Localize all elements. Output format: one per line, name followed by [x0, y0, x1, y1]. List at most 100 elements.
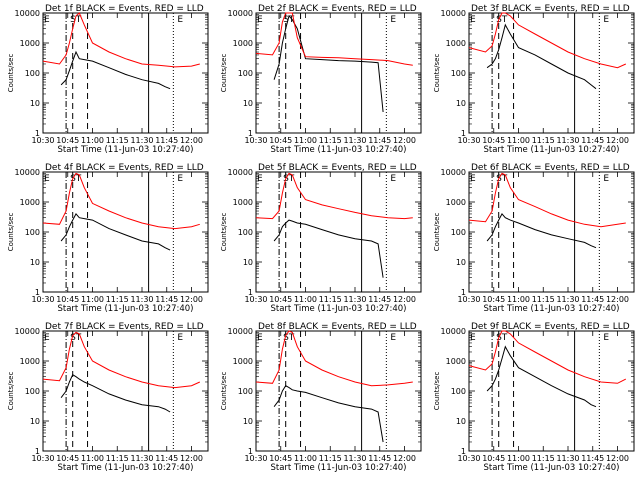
y-tick-label: 1000 — [446, 198, 466, 207]
x-axis-label: Start Time (11-Jun-03 10:27:40) — [271, 304, 407, 314]
x-tick-label: 11:30 — [556, 295, 579, 304]
x-tick-label: 11:00 — [294, 295, 317, 304]
x-tick-label: 11:45 — [581, 295, 604, 304]
y-tick-label: 100 — [25, 387, 40, 396]
y-axis-label: Counts/sec — [220, 54, 228, 93]
x-axis-label: Start Time (11-Jun-03 10:27:40) — [271, 463, 407, 473]
x-tick-label: 11:45 — [368, 295, 391, 304]
x-axis-label: Start Time (11-Jun-03 10:27:40) — [484, 304, 620, 314]
y-tick-label: 10 — [30, 258, 40, 267]
y-tick-label: 1 — [248, 447, 253, 456]
y-tick-label: 100 — [25, 228, 40, 237]
x-tick-label: 11:00 — [507, 295, 530, 304]
chart-title: Det 2f BLACK = Events, RED = LLD — [258, 4, 417, 14]
x-tick-label: 10:30 — [244, 295, 267, 304]
x-tick-label: 10:30 — [244, 454, 267, 463]
chart-title: Det 3f BLACK = Events, RED = LLD — [471, 4, 630, 14]
y-tick-label: 10000 — [441, 9, 466, 18]
x-tick-label: 12:00 — [606, 295, 629, 304]
x-tick-label: 11:15 — [106, 136, 129, 145]
x-tick-label: 11:30 — [343, 295, 366, 304]
series-line-lld — [255, 330, 413, 387]
y-tick-label: 1000 — [446, 357, 466, 366]
chart-panel-1: Det 1f BLACK = Events, RED = LLD 1 10 100 10… — [7, 4, 209, 155]
y-tick-label: 1000 — [20, 357, 40, 366]
x-axis-label: Start Time (11-Jun-03 10:27:40) — [271, 145, 407, 155]
interval-label-e: E — [177, 174, 183, 184]
x-tick-label: 12:00 — [393, 295, 416, 304]
interval-label-e-left: E — [44, 333, 50, 343]
y-tick-label: 10 — [30, 417, 40, 426]
interval-label-e: E — [390, 333, 396, 343]
y-tick-label: 10000 — [228, 9, 253, 18]
interval-label-t: T — [75, 15, 82, 25]
y-axis-label: Counts/sec — [433, 54, 441, 93]
interval-label-e-left: E — [470, 15, 476, 25]
x-tick-label: 11:45 — [368, 454, 391, 463]
y-tick-label: 1000 — [20, 39, 40, 48]
y-tick-label: 1 — [248, 288, 253, 297]
x-tick-label: 11:00 — [81, 295, 104, 304]
x-tick-label: 11:15 — [106, 295, 129, 304]
chart-title: Det 1f BLACK = Events, RED = LLD — [45, 4, 204, 14]
y-tick-label: 100 — [451, 387, 466, 396]
y-tick-label: 1000 — [446, 39, 466, 48]
chart-title: Det 4f BLACK = Events, RED = LLD — [45, 163, 204, 173]
plot-frame — [42, 12, 209, 134]
interval-label-e: E — [603, 174, 609, 184]
x-tick-label: 12:00 — [180, 136, 203, 145]
chart-title: Det 5f BLACK = Events, RED = LLD — [258, 163, 417, 173]
x-tick-label: 11:15 — [532, 295, 555, 304]
x-tick-label: 11:30 — [130, 454, 153, 463]
y-axis-label: Counts/sec — [7, 54, 15, 93]
series-line-events — [486, 23, 597, 90]
y-tick-label: 1 — [35, 288, 40, 297]
x-tick-label: 10:30 — [31, 136, 54, 145]
x-tick-label: 11:00 — [81, 454, 104, 463]
x-tick-label: 11:15 — [532, 454, 555, 463]
y-tick-label: 10000 — [228, 168, 253, 177]
y-tick-label: 1 — [35, 129, 40, 138]
x-tick-label: 11:15 — [319, 454, 342, 463]
x-tick-label: 11:45 — [155, 136, 178, 145]
series-line-lld — [42, 331, 201, 389]
interval-label-e: E — [603, 333, 609, 343]
interval-label-e-left: E — [257, 333, 263, 343]
y-tick-label: 100 — [238, 69, 253, 78]
x-tick-label: 11:30 — [556, 136, 579, 145]
y-tick-label: 10000 — [15, 327, 40, 336]
x-tick-label: 11:00 — [507, 136, 530, 145]
y-tick-label: 1 — [461, 447, 466, 456]
y-tick-label: 100 — [238, 228, 253, 237]
x-tick-label: 10:45 — [269, 295, 292, 304]
y-tick-label: 10000 — [15, 168, 40, 177]
x-axis-label: Start Time (11-Jun-03 10:27:40) — [484, 463, 620, 473]
x-tick-label: 11:00 — [294, 136, 317, 145]
interval-label-s: S — [283, 15, 289, 25]
series-line-events — [60, 213, 171, 251]
y-tick-label: 10000 — [441, 327, 466, 336]
y-tick-label: 100 — [451, 69, 466, 78]
x-tick-label: 11:30 — [130, 136, 153, 145]
x-tick-label: 10:45 — [56, 295, 79, 304]
y-tick-label: 10 — [243, 99, 253, 108]
interval-label-e-left: E — [44, 174, 50, 184]
series-line-lld — [42, 172, 200, 230]
x-tick-label: 11:45 — [581, 136, 604, 145]
x-tick-label: 11:30 — [343, 136, 366, 145]
y-axis-label: Counts/sec — [220, 213, 228, 252]
y-tick-label: 1000 — [233, 39, 253, 48]
interval-label-s: S — [283, 333, 289, 343]
x-tick-label: 12:00 — [180, 454, 203, 463]
series-line-lld — [468, 330, 627, 384]
interval-label-e-left: E — [44, 15, 50, 25]
y-tick-label: 1 — [248, 129, 253, 138]
x-tick-label: 10:30 — [31, 454, 54, 463]
y-tick-label: 1000 — [20, 198, 40, 207]
chart-panel-2: Det 2f BLACK = Events, RED = LLD 1 10 100 10… — [220, 4, 422, 155]
x-axis-label: Start Time (11-Jun-03 10:27:40) — [58, 304, 194, 314]
interval-label-e: E — [177, 333, 183, 343]
interval-label-e: E — [177, 15, 183, 25]
